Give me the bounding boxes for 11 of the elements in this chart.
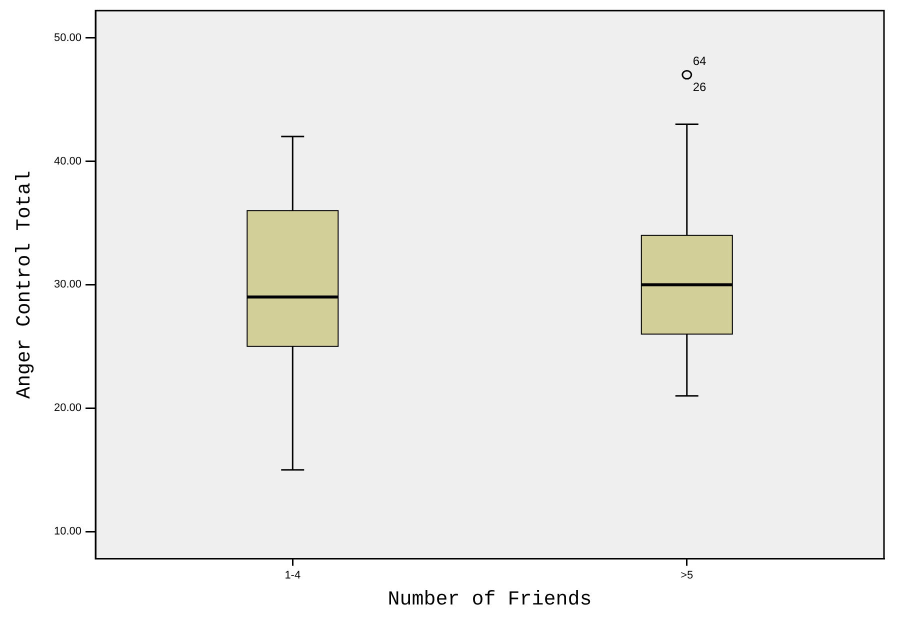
x-tick-label: 1-4 [284, 569, 301, 582]
x-tick-label: >5 [680, 569, 694, 582]
annotation: 64 [692, 54, 707, 68]
y-axis-title: Anger Control Total [13, 170, 36, 399]
x-axis-title: Number of Friends [388, 588, 592, 612]
y-tick-label: 20.00 [54, 402, 82, 414]
y-tick-label: 10.00 [54, 526, 82, 538]
y-tick-label: 30.00 [54, 278, 82, 291]
y-tick-label: 40.00 [54, 155, 82, 168]
y-tick-label: 50.00 [54, 32, 82, 44]
annotation: 26 [692, 80, 707, 94]
